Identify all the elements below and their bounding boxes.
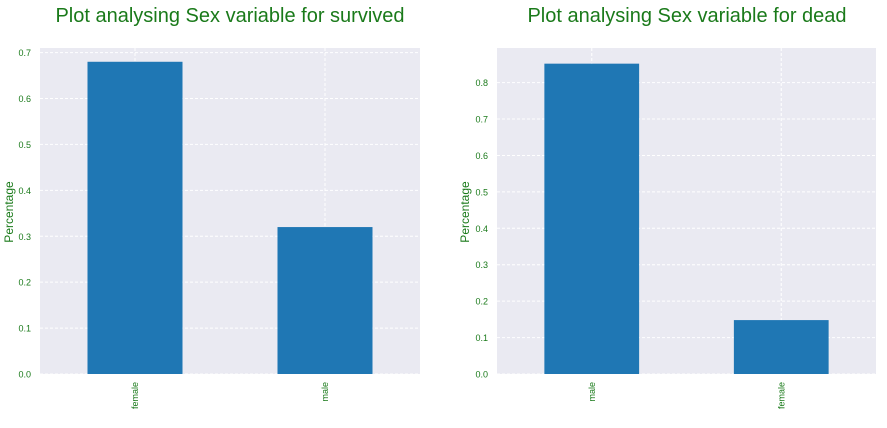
y-tick-label: 0.5 [18,140,31,150]
y-tick-label: 0.1 [18,324,31,334]
y-tick-label: 0.6 [475,151,488,161]
y-tick-label: 0.3 [18,232,31,242]
x-tick-label: female [776,382,786,409]
bar-female [87,61,183,374]
x-tick-labels: female male [130,382,330,409]
y-tick-label: 0.4 [18,186,31,196]
y-tick-label: 0.4 [475,224,488,234]
bar-male [277,227,373,374]
chart-title: Plot analysing Sex variable for survived [55,5,404,27]
y-tick-label: 0.6 [18,94,31,104]
bars [544,63,829,375]
y-tick-labels: 0.0 0.1 0.2 0.3 0.4 0.5 0.6 0.7 [18,48,31,379]
y-tick-label: 0.1 [475,333,488,343]
bar-female [733,320,829,374]
chart-survived: Plot analysing Sex variable for survived… [2,5,420,409]
y-tick-label: 0.5 [475,187,488,197]
chart-dead: Plot analysing Sex variable for dead Per… [458,5,876,409]
y-tick-label: 0.0 [18,370,31,380]
bars [87,61,373,374]
y-tick-labels: 0.0 0.1 0.2 0.3 0.4 0.5 0.6 0.7 0.8 [475,78,488,379]
y-tick-label: 0.3 [475,260,488,270]
y-tick-label: 0.8 [475,78,488,88]
y-tick-label: 0.0 [475,370,488,380]
y-tick-label: 0.7 [18,48,31,58]
x-tick-label: male [320,382,330,402]
bar-male [544,63,640,375]
x-tick-labels: male female [587,382,787,409]
x-tick-label: female [130,382,140,409]
y-tick-label: 0.2 [475,297,488,307]
y-tick-label: 0.7 [475,115,488,125]
chart-title: Plot analysing Sex variable for dead [527,5,846,27]
y-tick-label: 0.2 [18,278,31,288]
x-tick-label: male [587,382,597,402]
y-axis-label: Percentage [2,181,16,243]
y-axis-label: Percentage [458,181,472,243]
